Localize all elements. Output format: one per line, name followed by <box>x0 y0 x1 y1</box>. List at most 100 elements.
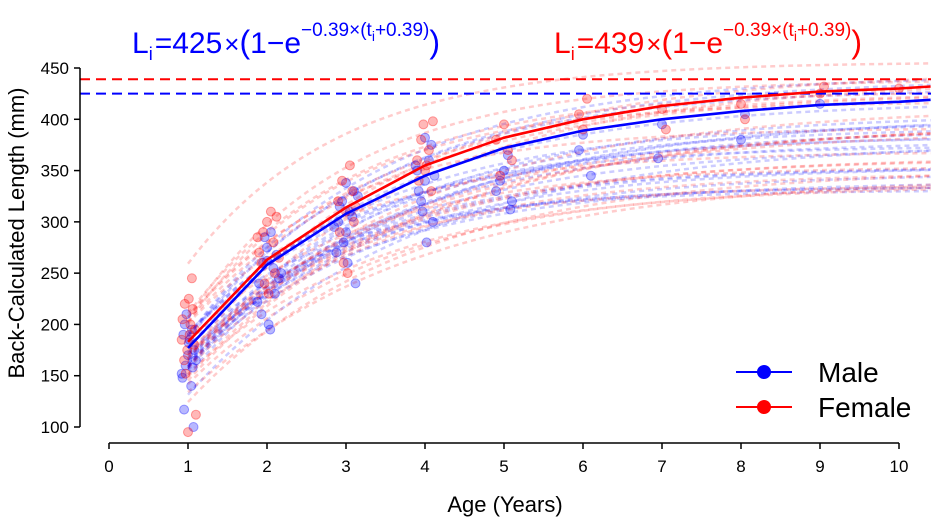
female-data-point <box>342 268 353 279</box>
individual-fit-curves <box>186 62 931 403</box>
female-data-point <box>177 314 188 325</box>
male-data-point <box>183 350 193 361</box>
male-data-point <box>273 273 284 284</box>
male-individual-fit <box>187 149 931 396</box>
male-individual-fit <box>187 130 931 360</box>
male-individual-fit <box>186 78 931 338</box>
female-data-point <box>263 288 274 299</box>
male-individual-fit <box>187 168 931 365</box>
female-individual-fit <box>187 160 931 358</box>
male-data-point <box>427 216 438 227</box>
male-individual-fit <box>187 83 931 337</box>
female-data-point <box>426 186 437 197</box>
female-data-point <box>506 155 517 166</box>
male-data-point <box>259 232 270 243</box>
male-data-point <box>347 211 358 222</box>
male-data-point <box>350 278 361 289</box>
male-data-point <box>417 206 428 217</box>
female-individual-fit <box>187 174 931 370</box>
female-individual-fit <box>187 174 931 403</box>
male-data-point <box>341 177 351 188</box>
male-mean-curve <box>187 98 931 349</box>
female-data-point <box>258 227 269 238</box>
male-data-point <box>188 422 199 432</box>
male-data-point <box>653 153 664 164</box>
male-individual-fit <box>187 90 931 341</box>
female-data-point <box>179 298 190 309</box>
female-data-point <box>499 119 509 130</box>
female-data-point <box>176 334 187 345</box>
x-tick-label: 9 <box>815 457 824 476</box>
x-tick-label: 7 <box>657 457 666 476</box>
female-data-point <box>265 206 276 217</box>
male-data-point <box>176 368 187 379</box>
legend-female-marker <box>757 400 771 414</box>
male-data-point <box>190 355 201 366</box>
legend: Male Female <box>736 357 911 423</box>
female-data-point <box>259 278 270 289</box>
male-data-point <box>265 324 276 335</box>
female-individual-fit <box>187 87 931 370</box>
female-data-point <box>183 427 193 438</box>
female-data-point <box>582 93 592 104</box>
female-individual-fit <box>187 132 931 378</box>
male-individual-fit <box>187 133 931 372</box>
y-tick-label: 450 <box>41 59 69 78</box>
legend-male-label: Male <box>818 357 879 388</box>
female-individual-fit <box>186 80 931 319</box>
x-tick-label: 1 <box>183 457 192 476</box>
female-data-point <box>187 304 198 314</box>
female-data-point <box>348 216 359 227</box>
y-axis-title: Back-Calculated Length (mm) <box>4 87 29 378</box>
male-data-point <box>495 175 506 186</box>
female-individual-fit <box>187 186 931 385</box>
male-data-point <box>736 134 746 145</box>
female-data-point <box>740 114 750 125</box>
male-data-point <box>269 288 280 299</box>
female-data-point <box>186 273 197 284</box>
male-individual-fit <box>187 105 931 349</box>
female-individual-fit <box>187 188 931 376</box>
male-data-point <box>574 145 584 156</box>
male-data-point <box>252 296 263 307</box>
y-tick-label: 150 <box>41 367 69 386</box>
male-data-point <box>421 237 432 248</box>
female-individual-fit <box>187 161 931 357</box>
male-individual-fit <box>187 149 931 354</box>
female-data-point <box>180 368 191 379</box>
female-data-point <box>179 355 190 366</box>
male-data-point <box>331 247 342 258</box>
y-tick-label: 350 <box>41 162 69 181</box>
male-data-point <box>341 227 351 238</box>
y-tick-label: 300 <box>41 213 69 232</box>
male-data-point <box>179 404 190 415</box>
female-individual-fit <box>187 166 931 343</box>
female-data-point <box>185 319 196 330</box>
male-individual-fit <box>187 168 931 369</box>
female-mean-curve <box>187 85 931 343</box>
x-tick-label: 8 <box>736 457 745 476</box>
female-individual-fit <box>187 151 931 325</box>
female-data-point <box>333 196 344 207</box>
female-individual-fit <box>187 183 931 394</box>
female-data-point <box>574 109 584 120</box>
female-individual-fit <box>187 185 931 360</box>
male-individual-fit <box>187 123 931 376</box>
male-data-point <box>420 132 430 143</box>
x-tick-label: 5 <box>499 457 508 476</box>
female-data-point <box>736 98 746 109</box>
female-data-point <box>423 145 434 156</box>
male-individual-fit <box>187 183 931 355</box>
male-data-point <box>338 237 349 248</box>
male-data-point <box>506 196 517 207</box>
male-data-point <box>491 186 502 197</box>
x-axis-title: Age (Years) <box>447 492 562 517</box>
male-individual-fit <box>187 143 931 365</box>
x-tick-label: 4 <box>420 457 429 476</box>
y-tick-label: 400 <box>41 110 69 129</box>
female-data-point <box>190 409 201 420</box>
male-individual-fit <box>187 189 931 333</box>
female-data-point <box>337 175 348 186</box>
male-data-point <box>416 196 427 207</box>
